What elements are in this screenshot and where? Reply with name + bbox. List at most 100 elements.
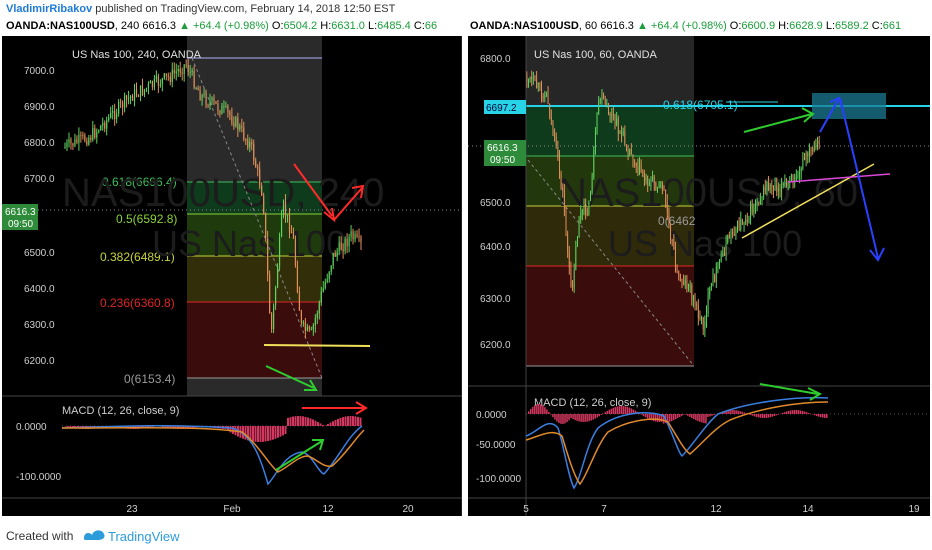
candle-body	[542, 96, 544, 99]
candle-body	[622, 131, 624, 135]
macd-bar	[588, 414, 590, 422]
right-target-box	[812, 93, 886, 119]
candle-body	[534, 77, 536, 79]
candle-body	[118, 101, 120, 114]
macd-bar	[713, 414, 715, 415]
left-signal-line	[61, 426, 365, 473]
candle-body	[163, 73, 165, 79]
candle-body	[748, 218, 750, 222]
author-link[interactable]: VladimirRibakov	[6, 3, 93, 15]
macd-bar	[755, 414, 758, 417]
macd-bar	[540, 404, 542, 414]
candle-body	[771, 184, 773, 188]
macd-bar	[538, 404, 540, 414]
candle-body	[671, 240, 673, 242]
macd-bar	[254, 426, 257, 442]
macd-bar	[811, 414, 814, 415]
y-tick-label: 6300.0	[24, 320, 55, 331]
tradingview-logo-icon[interactable]	[82, 526, 106, 542]
macd-bar	[695, 414, 697, 421]
macd-bar	[825, 414, 828, 418]
candle-body	[120, 101, 122, 103]
candle-body	[640, 164, 642, 173]
candle-body	[86, 141, 88, 145]
macd-bar	[771, 414, 774, 417]
macd-bar	[359, 417, 362, 426]
macd-bar	[297, 416, 299, 426]
right-x-axis[interactable]: 5 7 12 14 19	[523, 504, 920, 515]
candle-body	[740, 219, 742, 230]
left-chart-svg[interactable]: 0.618(6696.4) 0.5(6592.8) 0.382(6489.1) …	[2, 36, 462, 516]
macd-bar	[244, 426, 247, 440]
candle-body	[143, 89, 146, 95]
candle-body	[606, 103, 608, 105]
macd-bar	[322, 424, 324, 426]
candle-body	[529, 76, 531, 80]
candle-body	[129, 96, 132, 98]
tradingview-brand-link[interactable]: TradingView	[108, 529, 180, 544]
candle-body	[719, 261, 720, 263]
right-open-label: O:	[729, 20, 742, 32]
right-watermark-2: US Nas 100	[608, 223, 802, 264]
macd-bar	[753, 414, 756, 417]
candle-body	[591, 177, 593, 193]
candle-body	[598, 100, 600, 114]
macd-bar	[791, 410, 794, 414]
right-low: 6589.2	[835, 20, 869, 32]
candle-body	[110, 112, 112, 118]
macd-bar	[292, 416, 294, 426]
candle-body	[215, 101, 217, 104]
candle-body	[549, 103, 551, 117]
macd-bar	[687, 414, 689, 416]
macd-bar	[781, 412, 784, 414]
macd-bar	[339, 417, 342, 426]
candle-body	[570, 267, 572, 288]
candle-body	[175, 71, 177, 74]
macd-bar	[334, 420, 337, 426]
candle-body	[632, 154, 634, 163]
right-chart-panel[interactable]: NAS100USD, 60 US Nas 100 0.618(6705.1) 0…	[468, 36, 930, 516]
candle-body	[604, 99, 606, 105]
candle-body	[78, 134, 80, 143]
candle-body	[225, 106, 227, 108]
candle-body	[663, 189, 665, 191]
right-cyan-tag-value: 6697.2	[486, 103, 517, 114]
candle-body	[581, 210, 583, 213]
candle-body	[106, 120, 108, 129]
right-y-axis[interactable]: 6800.0 6500.0 6400.0 6300.0 6200.0 0.0000 -50.…	[476, 54, 521, 485]
candle-body	[233, 122, 235, 127]
macd-bar	[262, 426, 264, 442]
macd-bar	[612, 407, 615, 414]
candle-body	[179, 69, 181, 73]
left-x-axis[interactable]: 23 Feb 12 20	[126, 504, 414, 515]
candle-body	[340, 242, 342, 250]
left-y-axis[interactable]: 7000.0 6900.0 6800.0 6700.0 6500.0 6400.0 6300…	[16, 66, 61, 483]
macd-bar	[614, 407, 617, 414]
macd-bar	[69, 426, 72, 428]
candle-body	[758, 203, 760, 205]
candle-body	[547, 93, 549, 104]
right-chart-svg[interactable]: NAS100USD, 60 US Nas 100 0.618(6705.1) 0…	[468, 36, 930, 516]
macd-bar	[701, 414, 703, 423]
macd-bar	[259, 426, 262, 442]
macd-bar	[679, 414, 681, 418]
candle-body	[336, 251, 338, 257]
left-macd-title: MACD (12, 26, close, 9)	[62, 405, 179, 417]
left-price-tag-time: 09:50	[8, 219, 33, 230]
candle-body	[187, 65, 189, 73]
candle-body	[133, 89, 136, 101]
macd-bar	[660, 414, 663, 422]
macd-bar	[560, 414, 562, 424]
green-arrow-up-macd-icon	[275, 439, 325, 471]
red-arrow-up-icon	[333, 184, 365, 221]
right-cyan-tag	[484, 100, 526, 114]
macd-bar	[530, 408, 532, 414]
macd-bar	[594, 414, 596, 419]
right-open: 6600.9	[741, 20, 776, 32]
candle-body	[660, 181, 662, 183]
candle-body	[532, 77, 534, 80]
candle-body	[701, 316, 702, 320]
left-chart-panel[interactable]: 0.618(6696.4) 0.5(6592.8) 0.382(6489.1) …	[2, 36, 462, 516]
candle-body	[312, 325, 314, 330]
candle-body	[257, 167, 259, 169]
